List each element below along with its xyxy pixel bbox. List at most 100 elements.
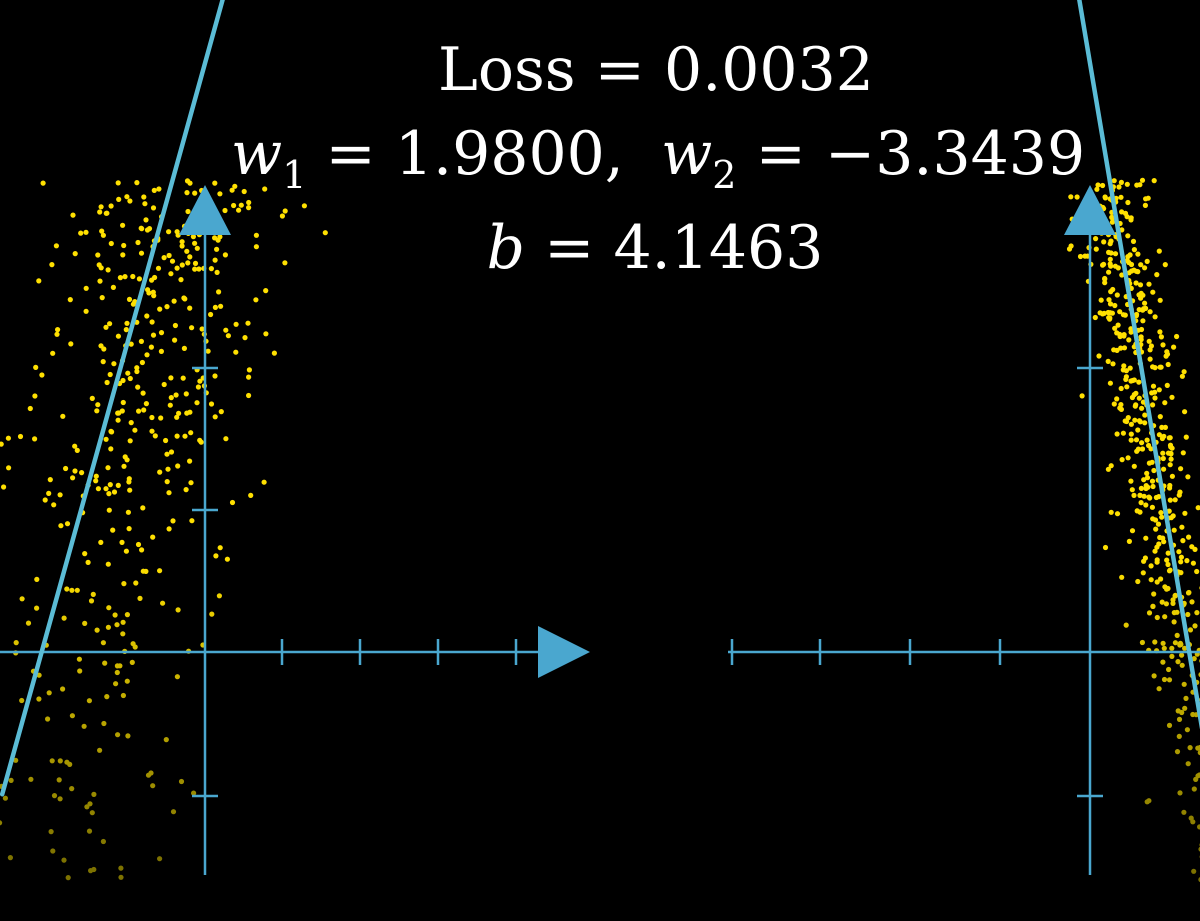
left-data-point bbox=[152, 433, 158, 439]
left-data-point bbox=[190, 234, 196, 240]
right-fit-line bbox=[1077, 0, 1200, 729]
right-data-point bbox=[1168, 456, 1174, 462]
left-data-point bbox=[189, 518, 195, 524]
left-data-point bbox=[133, 580, 139, 586]
w2-value: −3.3439 bbox=[824, 119, 1086, 189]
left-data-point bbox=[67, 297, 73, 303]
left-data-point bbox=[83, 229, 89, 235]
left-data-point bbox=[127, 375, 133, 382]
left-data-point bbox=[100, 838, 106, 845]
left-data-point bbox=[134, 180, 140, 186]
left-data-point bbox=[121, 463, 127, 469]
right-data-point bbox=[1185, 761, 1191, 767]
left-data-point bbox=[82, 551, 88, 557]
right-data-point bbox=[1154, 544, 1160, 550]
right-data-point bbox=[1174, 333, 1180, 340]
left-data-point bbox=[163, 737, 169, 743]
right-data-point bbox=[1107, 316, 1113, 322]
left-data-point bbox=[97, 209, 103, 215]
right-data-point bbox=[1165, 450, 1172, 456]
left-data-point bbox=[107, 482, 113, 488]
left-data-point bbox=[158, 330, 165, 336]
left-data-point bbox=[301, 203, 307, 209]
left-data-point bbox=[93, 478, 99, 484]
left-data-point bbox=[120, 619, 126, 625]
left-data-point bbox=[215, 237, 221, 243]
right-data-point bbox=[1108, 250, 1114, 256]
left-data-point bbox=[68, 341, 74, 347]
left-data-point bbox=[17, 433, 24, 440]
left-data-point bbox=[120, 222, 126, 228]
right-data-point bbox=[1168, 515, 1174, 521]
right-data-point bbox=[1164, 349, 1170, 355]
left-data-point bbox=[40, 180, 46, 186]
left-data-point bbox=[103, 324, 109, 330]
left-data-point bbox=[70, 212, 76, 218]
left-data-point bbox=[50, 350, 56, 356]
left-data-point bbox=[95, 252, 101, 258]
left-data-point bbox=[107, 321, 113, 327]
right-data-point bbox=[1183, 695, 1189, 702]
left-data-point bbox=[50, 848, 56, 854]
left-data-point bbox=[125, 370, 131, 376]
right-data-point bbox=[1112, 325, 1118, 331]
w1-value: 1.9800, bbox=[394, 119, 624, 189]
left-data-point bbox=[149, 428, 155, 434]
left-data-point bbox=[130, 301, 136, 307]
right-data-point bbox=[1171, 344, 1177, 350]
left-data-point bbox=[148, 344, 154, 350]
right-data-point bbox=[1128, 261, 1135, 268]
left-data-point bbox=[241, 188, 247, 195]
left-data-point bbox=[86, 828, 93, 834]
left-data-point bbox=[223, 327, 229, 333]
left-data-point bbox=[184, 248, 190, 254]
right-data-point bbox=[1126, 538, 1132, 545]
right-data-point bbox=[1183, 434, 1189, 440]
left-fit-line bbox=[0, 0, 225, 797]
left-data-point bbox=[223, 436, 229, 442]
right-data-point bbox=[1142, 300, 1148, 306]
left-data-point bbox=[64, 521, 71, 527]
right-data-point bbox=[1093, 246, 1099, 252]
left-data-point bbox=[178, 778, 185, 785]
left-data-point bbox=[182, 433, 188, 439]
left-data-point bbox=[56, 777, 62, 783]
left-data-point bbox=[83, 285, 89, 291]
right-data-point bbox=[1157, 414, 1163, 420]
right-data-point bbox=[1140, 292, 1146, 298]
right-data-point bbox=[1068, 194, 1074, 200]
right-data-point bbox=[1124, 181, 1130, 187]
left-data-point bbox=[139, 547, 145, 553]
right-data-point bbox=[1125, 415, 1131, 421]
left-data-point bbox=[150, 783, 156, 789]
right-data-point bbox=[1195, 745, 1200, 751]
left-data-point bbox=[98, 204, 104, 210]
left-data-point bbox=[150, 332, 157, 338]
right-data-point bbox=[1124, 384, 1130, 390]
left-data-point bbox=[194, 245, 200, 251]
left-data-point bbox=[114, 669, 120, 676]
right-data-point bbox=[1169, 473, 1175, 479]
left-data-point bbox=[140, 390, 146, 396]
left-data-point bbox=[174, 265, 180, 271]
right-data-point bbox=[1155, 521, 1162, 527]
left-data-point bbox=[174, 433, 180, 439]
right-data-point bbox=[1149, 459, 1155, 465]
left-data-point bbox=[74, 587, 80, 593]
left-data-point bbox=[189, 325, 195, 331]
right-data-point bbox=[1182, 705, 1188, 711]
left-data-point bbox=[123, 548, 129, 554]
left-data-point bbox=[212, 180, 218, 186]
right-data-point bbox=[1181, 681, 1187, 687]
right-data-point bbox=[1114, 292, 1120, 298]
right-data-point bbox=[1108, 238, 1114, 244]
left-data-point bbox=[100, 640, 106, 646]
left-data-point bbox=[102, 660, 108, 666]
left-data-point bbox=[124, 678, 130, 684]
right-data-point bbox=[1123, 622, 1129, 628]
left-data-point bbox=[238, 202, 244, 208]
loss-equation: Loss = 0.0032 bbox=[0, 40, 1200, 100]
left-data-point bbox=[98, 539, 104, 546]
left-data-point bbox=[135, 239, 141, 246]
